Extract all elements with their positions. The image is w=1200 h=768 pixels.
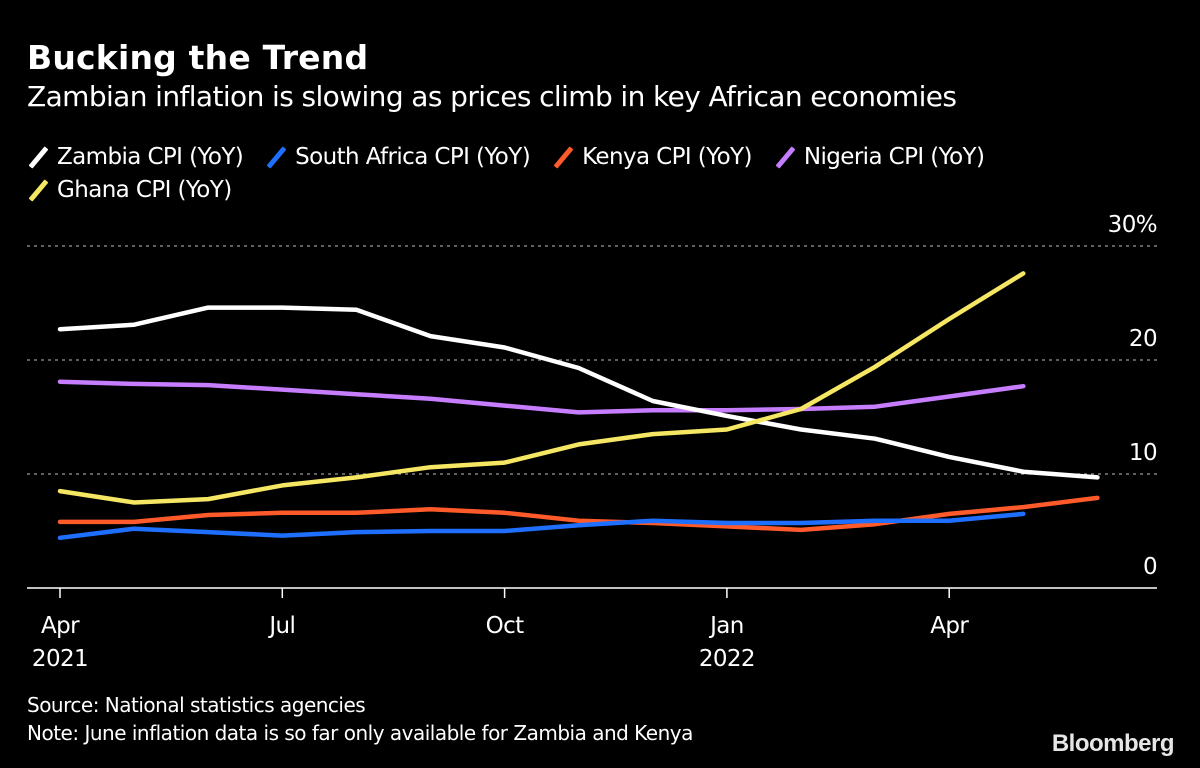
- x-axis: Apr 2021 Jul Oct Jan 2022 Apr: [27, 587, 1157, 672]
- legend-item-kenya: Kenya CPI (YoY): [552, 144, 752, 170]
- legend-label-nigeria: Nigeria CPI (YoY): [803, 143, 985, 170]
- x-tick-sublabel: 2022: [699, 646, 755, 672]
- legend-label-ghana: Ghana CPI (YoY): [57, 176, 232, 203]
- x-tick-sublabel: 2021: [32, 646, 88, 672]
- series-line-nigeria: [57, 379, 1026, 415]
- series-line-ghana: [57, 271, 1026, 505]
- chart-title: Bucking the Trend: [27, 38, 369, 77]
- x-tick-label: Jul: [267, 613, 295, 639]
- legend-row: Ghana CPI (YoY): [27, 173, 1187, 206]
- y-tick-label: 20: [1129, 326, 1157, 352]
- legend-item-zambia: Zambia CPI (YoY): [27, 143, 244, 170]
- x-tick-label: Apr: [41, 613, 80, 639]
- x-tick-label: Oct: [486, 613, 525, 639]
- legend-row: Zambia CPI (YoY) South Africa CPI (YoY) …: [27, 140, 1187, 173]
- x-tick-label: Jan: [708, 613, 744, 639]
- series-line-zambia: [57, 305, 1100, 480]
- legend-item-ghana: Ghana CPI (YoY): [27, 177, 232, 203]
- series-line-kenya: [57, 495, 1100, 533]
- legend-label-south-africa: South Africa CPI (YoY): [295, 143, 531, 170]
- y-tick-label: 30%: [1108, 212, 1157, 238]
- series-lines: [57, 271, 1100, 541]
- series-line-south-africa: [57, 511, 1026, 541]
- gridlines: [27, 245, 1157, 475]
- y-tick-label: 0: [1143, 554, 1157, 580]
- legend-item-nigeria: Nigeria CPI (YoY): [774, 143, 985, 170]
- footnote: Note: June inflation data is so far only…: [27, 721, 693, 745]
- y-tick-label: 10: [1129, 440, 1157, 466]
- x-tick-label: Apr: [930, 613, 969, 639]
- source-note: Source: National statistics agencies: [27, 693, 366, 717]
- legend-label-kenya: Kenya CPI (YoY): [582, 143, 752, 170]
- bloomberg-logo: Bloomberg: [1051, 730, 1175, 757]
- chart-subtitle: Zambian inflation is slowing as prices c…: [27, 80, 957, 113]
- legend: Zambia CPI (YoY) South Africa CPI (YoY) …: [27, 140, 1187, 206]
- legend-item-south-africa: South Africa CPI (YoY): [265, 143, 531, 170]
- legend-label-zambia: Zambia CPI (YoY): [57, 143, 244, 170]
- y-axis-labels: 0 10 20 30%: [1108, 212, 1158, 580]
